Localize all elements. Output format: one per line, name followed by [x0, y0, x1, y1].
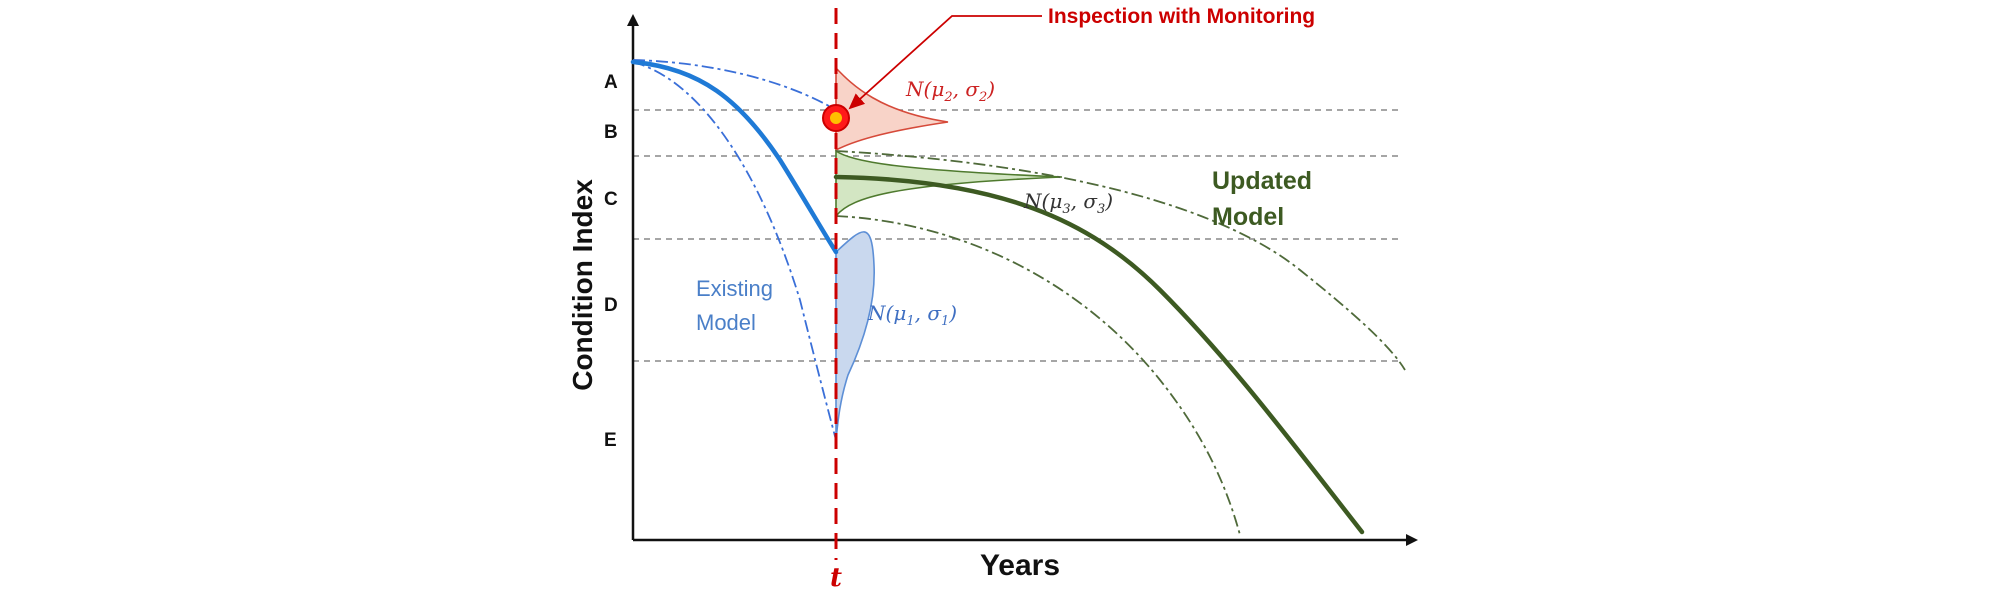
grade-gridlines [633, 109, 1400, 362]
inspection-point-marker [822, 104, 850, 132]
grade-label-b: B [604, 122, 618, 143]
existing-lower-bound [632, 61, 837, 441]
distribution-label-n1: N(μ1, σ1) [867, 301, 957, 329]
distribution-label-n3: N(μ3, σ3) [1023, 189, 1113, 217]
inspection-callout-arrow [848, 15, 1042, 110]
existing-distribution-fill [835, 231, 875, 441]
updated-model-label-line1: Updated [1212, 167, 1312, 195]
x-axis-title: Years [980, 549, 1060, 582]
updated-upper-bound [835, 150, 1406, 371]
updated-lower-bound [835, 215, 1241, 536]
existing-model-label: Existing Model [696, 276, 773, 335]
grade-label-c: C [604, 189, 618, 210]
inspection-distribution-fill [835, 65, 949, 152]
updated-distribution-fill [835, 149, 1063, 219]
updated-model-label-line2: Model [1212, 203, 1284, 231]
existing-upper-bound [632, 59, 837, 111]
distribution-label-n2: N(μ2, σ2) [905, 77, 995, 105]
y-axis-title: Condition Index [567, 179, 598, 391]
inspection-label: Inspection with Monitoring [1048, 5, 1315, 28]
grade-labels: A B C D E [604, 72, 618, 451]
existing-model-bounds [632, 59, 837, 441]
existing-model-label-line2: Model [696, 310, 756, 335]
existing-model-curve [630, 59, 839, 255]
grade-label-a: A [604, 72, 618, 93]
updated-model-label: Updated Model [1212, 167, 1312, 231]
grade-label-d: D [604, 295, 618, 316]
existing-model-label-line1: Existing [696, 276, 773, 301]
time-marker-label: t [830, 563, 842, 593]
updated-model-bounds [835, 150, 1406, 536]
grade-label-e: E [604, 430, 617, 451]
updated-model-curve [833, 174, 1365, 535]
